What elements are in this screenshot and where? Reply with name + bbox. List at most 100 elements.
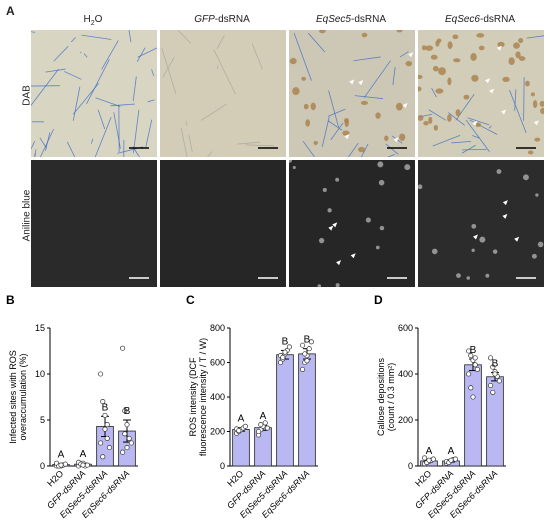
significance-letter: B	[470, 345, 477, 356]
aniline-micrograph-1	[31, 160, 157, 287]
significance-letter: B	[282, 336, 289, 347]
data-point	[256, 428, 262, 435]
y-tick-label: 15	[35, 323, 45, 333]
data-point	[430, 456, 436, 462]
significance-letter: A	[80, 449, 87, 460]
data-point	[488, 382, 494, 389]
panel-a-letter: A	[6, 4, 15, 18]
significance-letter: B	[304, 335, 311, 346]
bar	[486, 376, 504, 467]
data-point	[120, 449, 126, 455]
significance-letter: A	[426, 446, 433, 457]
data-point	[468, 385, 474, 391]
significance-letter: B	[102, 402, 109, 413]
data-point	[470, 394, 476, 400]
data-point	[120, 345, 126, 351]
data-point	[492, 371, 498, 377]
data-point	[496, 378, 502, 384]
data-point	[258, 422, 264, 428]
data-point	[286, 344, 292, 350]
data-point	[100, 454, 106, 460]
data-point	[124, 445, 130, 451]
bar	[464, 364, 482, 467]
bar	[276, 354, 294, 467]
dab-micrograph-2	[160, 30, 286, 157]
data-point	[262, 420, 268, 426]
significance-letter: A	[448, 446, 455, 457]
y-tick-label: 0	[220, 461, 225, 471]
y-axis-label: Infected sites with ROS	[8, 350, 18, 444]
data-point	[488, 355, 494, 361]
significance-letter: A	[58, 450, 65, 461]
aniline-micrograph-3	[289, 160, 415, 287]
column-header-2: GFP-dsRNA	[194, 14, 250, 25]
column-header-4: EqSec6-dsRNA	[444, 14, 516, 25]
data-point	[308, 339, 314, 345]
data-point	[242, 423, 248, 429]
panel-letter-B: B	[6, 293, 15, 307]
data-point	[106, 445, 112, 451]
data-point	[236, 428, 242, 434]
y-tick-label: 800	[210, 323, 225, 333]
data-point	[122, 408, 128, 414]
data-point	[80, 462, 86, 468]
dab-micrograph-3	[289, 30, 415, 157]
y-axis-label: Callose depositions	[376, 357, 386, 436]
data-point	[84, 462, 90, 468]
y-tick-label: 400	[210, 392, 225, 402]
y-axis-label: fluorescence intensity / T / W)	[198, 338, 208, 456]
y-tick-label: 10	[35, 369, 45, 379]
column-header-3: EqSec5-dsRNA	[315, 14, 387, 25]
data-point	[126, 435, 132, 441]
column-header-1: H2O	[83, 14, 103, 27]
dab-micrograph-1	[31, 30, 157, 157]
data-point	[264, 425, 270, 431]
data-point	[452, 456, 458, 462]
y-tick-label: 0	[408, 461, 413, 471]
data-point	[304, 358, 310, 364]
data-point	[98, 371, 104, 377]
data-point	[466, 371, 472, 377]
data-point	[98, 440, 104, 446]
y-tick-label: 400	[398, 369, 413, 379]
data-point	[104, 422, 110, 428]
y-tick-label: 5	[40, 415, 45, 425]
data-point	[104, 435, 110, 441]
data-point	[282, 349, 288, 355]
data-point	[474, 366, 480, 372]
data-point	[426, 457, 432, 463]
significance-letter: B	[124, 406, 131, 417]
panel-letter-D: D	[374, 293, 383, 307]
data-point	[122, 431, 128, 437]
data-point	[490, 364, 496, 370]
data-point	[280, 354, 286, 360]
bar-charts: B Infected sites with ROS overaccumulation…	[6, 293, 506, 520]
y-tick-label: 600	[398, 323, 413, 333]
y-tick-label: 600	[210, 358, 225, 368]
data-point	[466, 348, 472, 354]
y-axis-label: ROS intensity (DCF	[188, 357, 198, 437]
data-point	[124, 422, 130, 428]
chart-C: C ROS intensity (DCF fluorescence intensit…	[186, 293, 318, 520]
data-point	[300, 366, 306, 372]
y-tick-label: 200	[398, 415, 413, 425]
data-point	[306, 346, 312, 352]
panel-letter-C: C	[186, 293, 195, 307]
data-point	[100, 399, 106, 405]
significance-letter: A	[260, 411, 267, 422]
data-point	[300, 342, 306, 348]
data-point	[472, 355, 478, 361]
data-point	[128, 440, 134, 446]
y-axis-label: overaccumulation (%)	[18, 353, 28, 440]
data-point	[302, 351, 308, 357]
data-point	[468, 353, 474, 359]
data-point	[102, 412, 108, 418]
chart-D: D Callose depositions (count / 0.3 mm²) 0 20…	[374, 293, 506, 520]
chart-B: B Infected sites with ROS overaccumulation…	[6, 293, 138, 520]
data-point	[490, 389, 496, 395]
y-axis-label: (count / 0.3 mm²)	[386, 363, 396, 432]
dab-micrograph-4	[418, 30, 544, 157]
data-point	[102, 426, 108, 432]
data-point	[58, 462, 64, 468]
aniline-micrograph-2	[160, 160, 286, 287]
